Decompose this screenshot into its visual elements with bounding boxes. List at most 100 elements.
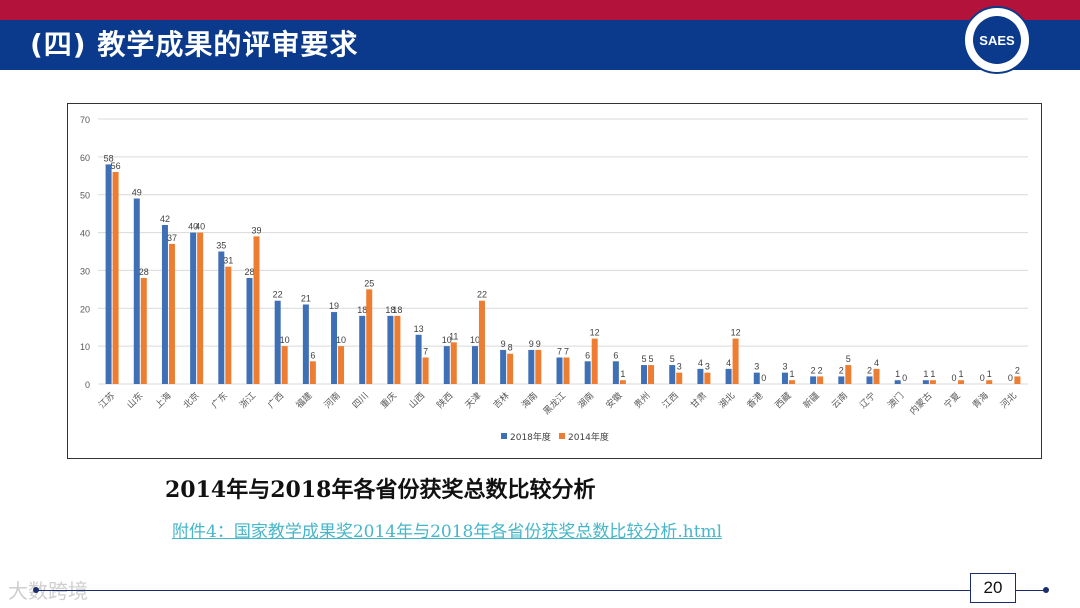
bar xyxy=(676,372,683,384)
x-tick-label: 湖南 xyxy=(575,390,596,411)
data-label: 8 xyxy=(508,343,513,353)
data-label: 2 xyxy=(1015,365,1020,375)
bar xyxy=(753,372,760,384)
bar xyxy=(394,315,401,384)
bar xyxy=(415,334,422,384)
bar xyxy=(725,368,732,384)
bar xyxy=(500,349,507,384)
legend-label: 2018年度 xyxy=(510,431,551,443)
x-tick-label: 澳门 xyxy=(885,390,906,411)
bar-chart: 0102030405060705856江苏4928山东4237上海4040北京3… xyxy=(80,115,1028,443)
bar xyxy=(478,300,485,384)
data-label: 11 xyxy=(449,331,458,341)
x-tick-label: 广西 xyxy=(265,390,286,411)
bar xyxy=(591,338,598,384)
data-label: 21 xyxy=(301,294,311,304)
bar xyxy=(112,172,119,384)
bar xyxy=(422,357,429,384)
data-label: 9 xyxy=(536,339,541,349)
x-tick-label: 香港 xyxy=(744,390,765,411)
bar xyxy=(641,365,648,384)
x-tick-label: 四川 xyxy=(351,391,371,411)
data-label: 2 xyxy=(811,365,816,375)
footer-divider xyxy=(36,590,1046,591)
x-tick-label: 安徽 xyxy=(603,390,624,411)
bar xyxy=(810,376,817,384)
data-label: 0 xyxy=(980,373,985,383)
data-label: 7 xyxy=(564,347,569,357)
data-label: 4 xyxy=(698,358,703,368)
bar xyxy=(366,289,373,384)
x-tick-label: 河北 xyxy=(998,390,1019,411)
data-label: 18 xyxy=(392,305,402,315)
x-tick-label: 浙江 xyxy=(237,390,258,411)
x-tick-label: 天津 xyxy=(463,390,484,411)
data-label: 13 xyxy=(414,324,424,334)
header-red-band xyxy=(0,0,1080,20)
bar xyxy=(732,338,739,384)
bar xyxy=(648,365,655,384)
legend-swatch xyxy=(559,433,565,439)
bar xyxy=(309,361,316,384)
data-label: 9 xyxy=(501,339,506,349)
x-tick-label: 甘肃 xyxy=(688,390,709,411)
data-label: 6 xyxy=(310,350,315,360)
data-label: 42 xyxy=(160,214,170,224)
attachment-link[interactable]: 附件4：国家教学成果奖2014年与2018年各省份获奖总数比较分析.html xyxy=(172,522,723,542)
data-label: 5 xyxy=(846,354,851,364)
data-label: 3 xyxy=(677,362,682,372)
x-tick-label: 湖北 xyxy=(717,390,738,411)
bar xyxy=(225,266,232,384)
bar xyxy=(584,361,591,384)
x-tick-label: 陕西 xyxy=(434,390,455,411)
legend-swatch xyxy=(501,433,507,439)
bar xyxy=(471,346,478,384)
data-label: 35 xyxy=(216,241,226,251)
bar xyxy=(894,380,901,384)
y-tick-label: 40 xyxy=(80,229,90,239)
footer-dot-right xyxy=(1043,587,1049,593)
bar xyxy=(781,372,788,384)
data-label: 40 xyxy=(195,222,205,232)
data-label: 22 xyxy=(477,290,487,300)
bar xyxy=(253,236,260,384)
data-label: 1 xyxy=(895,369,900,379)
logo-text: SAES xyxy=(979,33,1015,48)
chart-frame: 0 10 20 30 40 50 60 70 58 56 江苏 49 28 山东 42 37 上海 40 40 北京 3… xyxy=(67,103,1042,459)
data-label: 5 xyxy=(670,354,675,364)
bar xyxy=(197,232,204,384)
data-label: 1 xyxy=(789,369,794,379)
page-number: 20 xyxy=(970,573,1016,603)
x-tick-label: 青海 xyxy=(970,390,991,411)
data-label: 28 xyxy=(139,267,149,277)
x-tick-label: 重庆 xyxy=(378,390,399,411)
data-label: 1 xyxy=(987,369,992,379)
data-label: 7 xyxy=(557,347,562,357)
bar xyxy=(922,380,929,384)
x-tick-label: 海南 xyxy=(519,390,540,411)
x-tick-label: 吉林 xyxy=(491,390,512,411)
data-label: 1 xyxy=(930,369,935,379)
x-tick-label: 山东 xyxy=(124,390,145,411)
data-label: 6 xyxy=(585,350,590,360)
data-label: 0 xyxy=(1008,373,1013,383)
data-label: 4 xyxy=(874,358,879,368)
data-label: 4 xyxy=(726,358,731,368)
y-tick-label: 10 xyxy=(80,342,90,352)
data-label: 9 xyxy=(529,339,534,349)
data-label: 49 xyxy=(132,188,142,198)
x-tick-label: 宁夏 xyxy=(941,390,962,411)
bar xyxy=(218,251,225,384)
y-tick-label: 50 xyxy=(80,191,90,201)
bar xyxy=(387,315,394,384)
data-label: 5 xyxy=(649,354,654,364)
bar xyxy=(958,380,965,384)
bar xyxy=(1014,376,1021,384)
bar xyxy=(105,164,112,384)
data-label: 22 xyxy=(273,290,283,300)
x-tick-label: 河南 xyxy=(321,390,342,411)
data-label: 28 xyxy=(244,267,254,277)
bar xyxy=(556,357,563,384)
bar xyxy=(190,232,197,384)
data-label: 3 xyxy=(754,362,759,372)
